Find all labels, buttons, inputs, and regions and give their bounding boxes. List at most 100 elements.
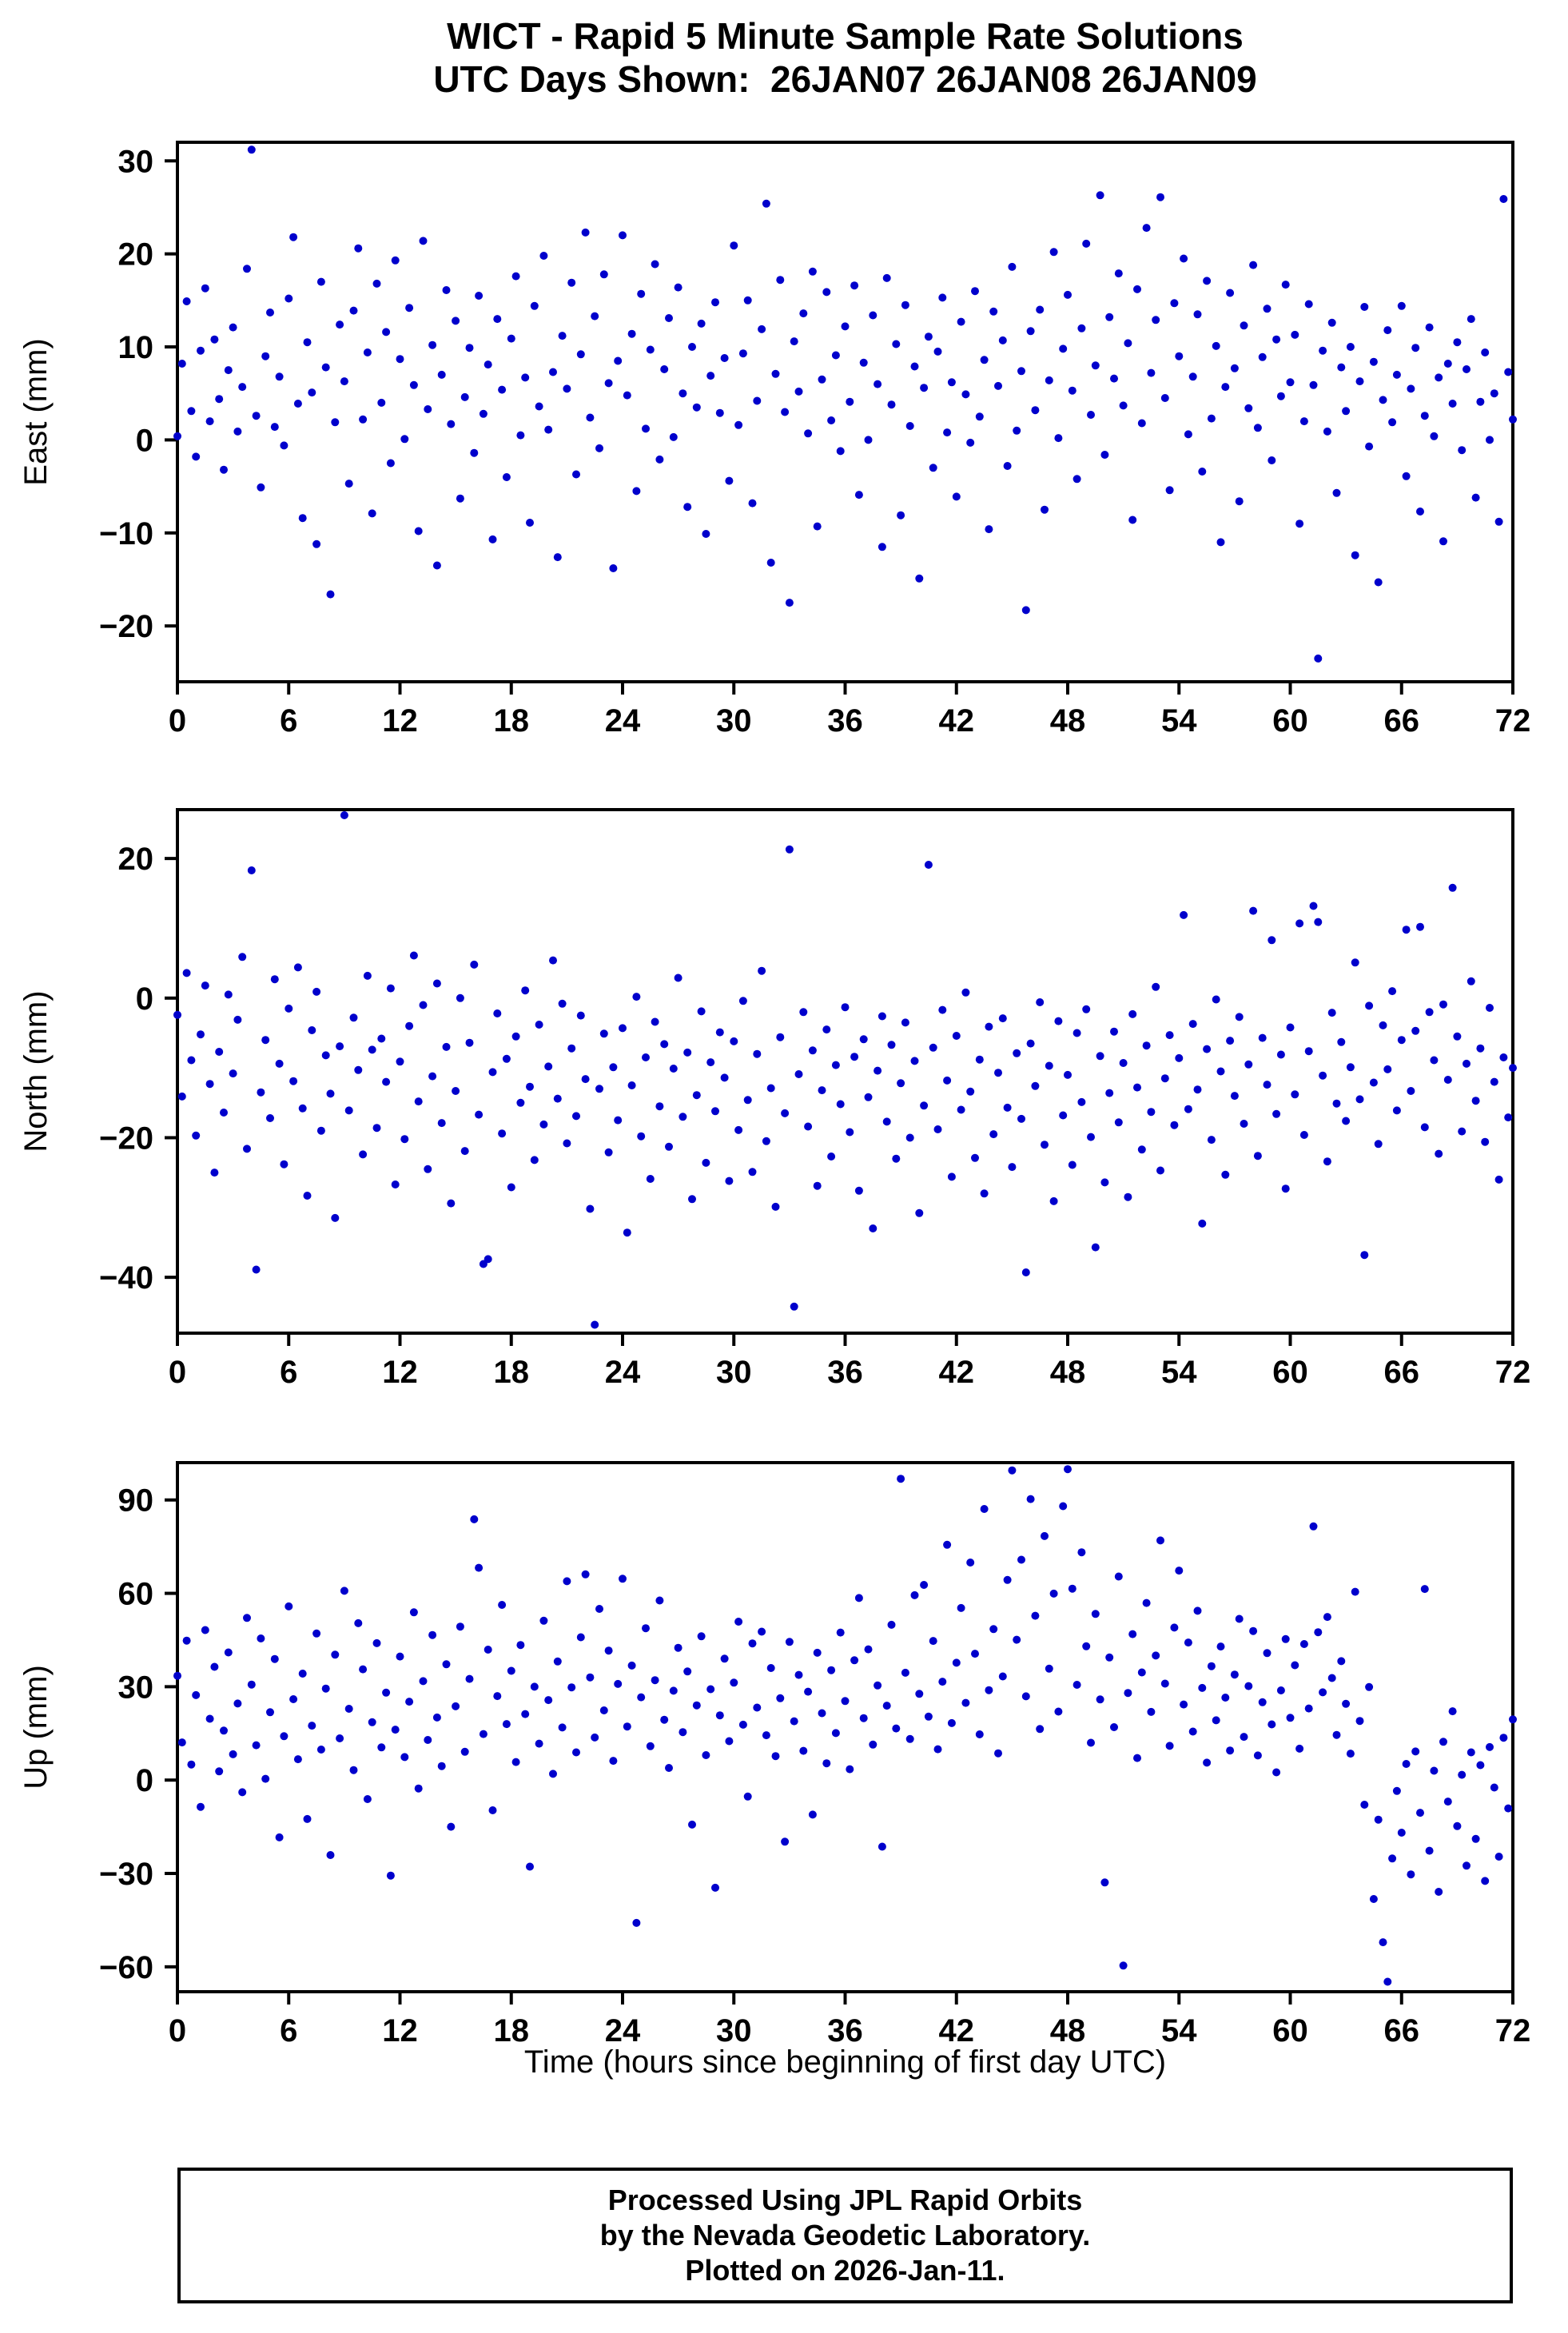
data-point [1314,654,1323,663]
data-point [289,233,298,241]
data-point [1337,1037,1346,1046]
data-point [549,956,557,965]
data-point [1013,1049,1021,1057]
data-point [1026,327,1035,336]
data-point [1100,1178,1109,1187]
data-point [1258,1698,1267,1706]
data-point [1216,1642,1225,1651]
data-point [971,287,979,296]
data-point [878,1012,886,1021]
data-point [869,1224,878,1232]
data-point [336,1734,344,1742]
data-point [563,1139,571,1148]
data-point [1439,1738,1447,1746]
data-point [493,1009,502,1017]
data-point [201,1626,209,1634]
data-point [377,1743,386,1752]
data-point [1291,1090,1299,1099]
data-point [1476,397,1485,406]
data-point [1226,1746,1235,1755]
data-point [1008,1466,1017,1475]
data-point [289,1077,298,1085]
data-point [572,1748,580,1757]
data-point [799,1008,808,1017]
data-point [1049,1196,1058,1205]
data-point [878,1842,886,1851]
footer-box: Processed Using JPL Rapid Orbits by the … [177,2168,1513,2303]
data-point [1314,1628,1323,1637]
data-point [1281,1634,1290,1643]
data-point [1299,1131,1308,1139]
data-point [405,1021,414,1030]
data-point [1476,1761,1485,1770]
data-point [831,351,840,360]
data-point [1420,1585,1429,1594]
data-point [846,1765,854,1774]
data-point [326,1851,335,1859]
data-point [530,301,539,310]
data-point [1124,1689,1132,1698]
data-point [808,1810,817,1819]
data-point [674,1643,683,1652]
data-point [1110,1027,1118,1036]
data-point [1184,1638,1192,1647]
data-point [697,1007,706,1016]
data-point [1128,1009,1137,1018]
data-point [915,574,924,583]
data-point [609,1757,618,1766]
data-point [702,1751,710,1759]
data-point [1494,1853,1503,1861]
data-point [831,1061,840,1069]
x-tick-label: 66 [1384,2013,1420,2048]
data-point [456,1622,464,1631]
data-point [595,444,603,452]
data-point [419,237,428,245]
data-point [966,438,975,447]
y-tick-label: 10 [118,330,154,365]
data-point [929,464,937,472]
footer-line3: Plotted on 2026-Jan-11. [685,2254,1005,2287]
x-tick-label: 72 [1495,1355,1531,1390]
data-point [498,1601,507,1609]
data-point [892,1724,901,1733]
data-point [498,385,507,394]
data-point [308,388,316,397]
data-point [576,350,585,359]
data-point [738,1720,747,1729]
data-point [1258,352,1267,361]
data-point [539,252,548,260]
data-point [933,1745,942,1754]
data-point [730,1037,738,1045]
data-point [303,1814,312,1823]
data-point [688,1820,696,1829]
data-point [943,1540,952,1549]
data-point [748,1168,757,1176]
data-point [1054,1017,1063,1025]
data-point [1008,262,1017,271]
data-point [897,1079,905,1088]
data-point [224,366,233,375]
data-point [224,990,233,999]
data-point [859,1714,868,1722]
data-point [475,1563,484,1572]
data-point [1425,1008,1434,1017]
data-point [549,1770,557,1778]
data-point [1096,191,1104,200]
data-point [293,1755,302,1764]
data-point [1365,1001,1374,1010]
x-tick-label: 0 [169,2013,186,2048]
data-point [1471,1097,1480,1105]
data-point [1374,1815,1383,1824]
data-point [233,427,242,436]
data-point [1486,1742,1494,1751]
data-point [409,380,418,389]
data-point [1003,1575,1012,1584]
data-point [1332,488,1341,497]
y-tick-label: −20 [99,1121,153,1156]
data-point [437,1119,446,1128]
data-point [182,1636,191,1645]
x-tick-label: 54 [1161,703,1197,739]
data-point [521,986,530,995]
data-point [874,1681,882,1690]
